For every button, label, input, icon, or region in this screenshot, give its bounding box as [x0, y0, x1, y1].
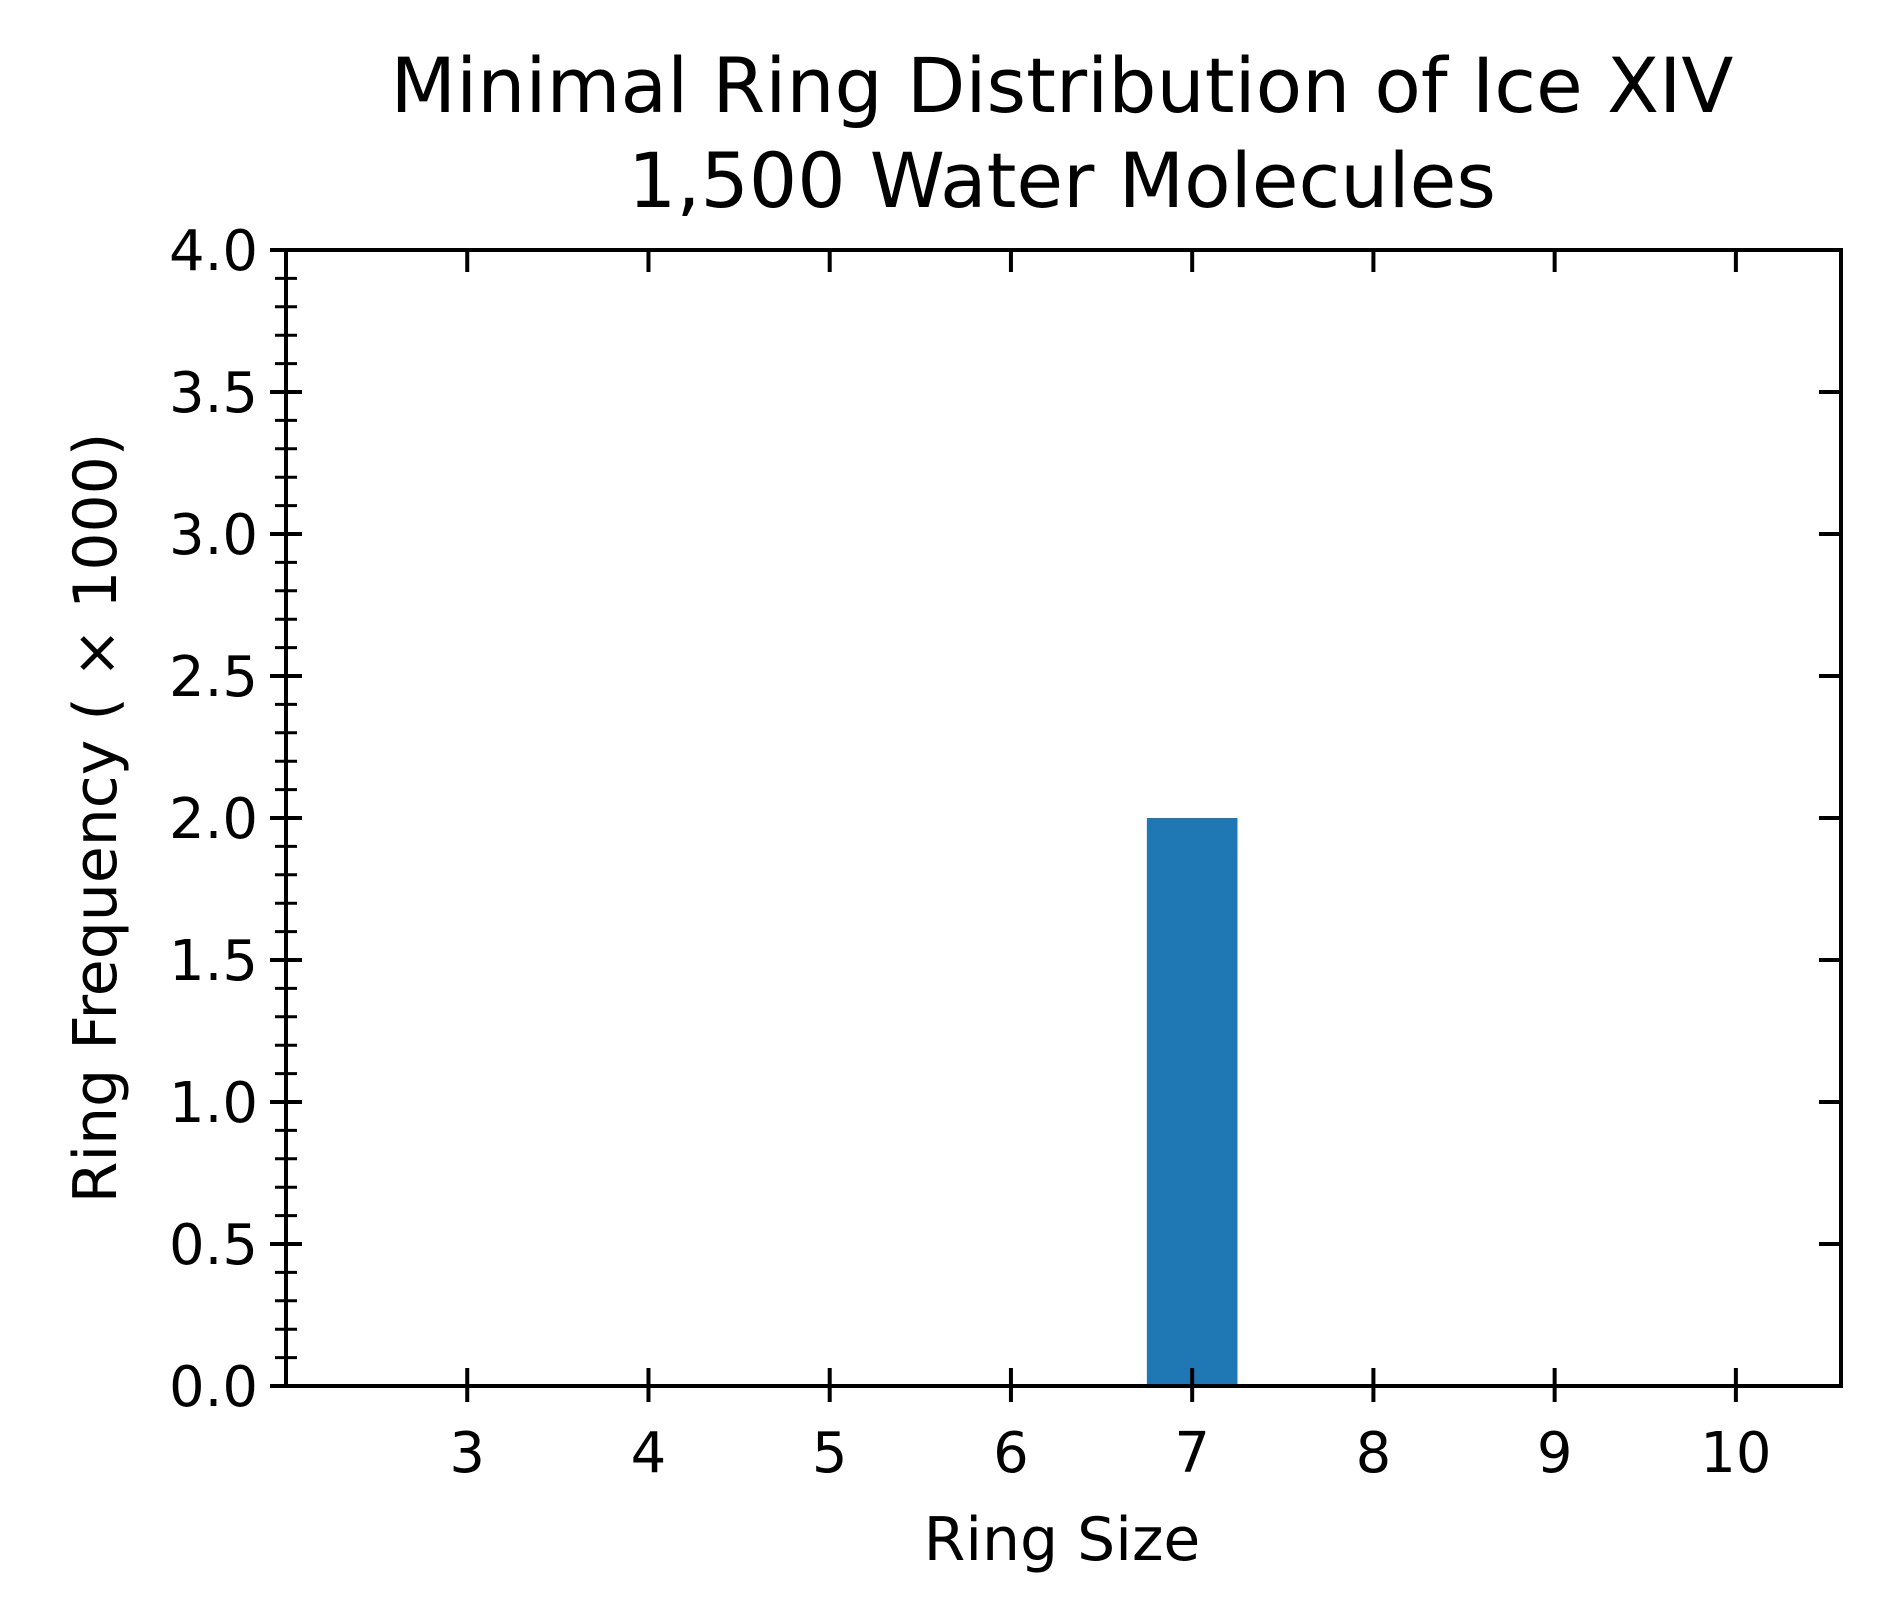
tick-labels: 0.0 0.5 1.0 1.5 2.0 2.5 3.0 3.5 4.0 3 4 5 6 7 8 9 10	[169, 219, 1772, 1486]
y-tick-label: 1.0	[169, 1071, 258, 1136]
y-tick-label: 2.5	[169, 645, 258, 710]
x-tick-label: 6	[993, 1421, 1029, 1486]
x-axis-label: Ring Size	[924, 1505, 1201, 1575]
y-tick-label: 0.0	[169, 1355, 258, 1420]
x-tick-label: 9	[1537, 1421, 1573, 1486]
chart-title-line-2: 1,500 Water Molecules	[628, 136, 1496, 225]
y-tick-label: 2.0	[169, 787, 258, 852]
x-tick-label: 8	[1356, 1421, 1392, 1486]
bar-ring-size-7	[1146, 818, 1238, 1386]
x-tick-label: 10	[1700, 1421, 1771, 1486]
x-tick-label: 5	[812, 1421, 848, 1486]
y-axis-label: Ring Frequency ( × 1000)	[61, 433, 131, 1204]
x-tick-label: 4	[631, 1421, 667, 1486]
chart-title-line-1: Minimal Ring Distribution of Ice XIV	[391, 41, 1734, 130]
y-tick-label: 0.5	[169, 1213, 258, 1278]
y-tick-label: 3.5	[169, 361, 258, 426]
x-tick-label: 7	[1174, 1421, 1210, 1486]
major-ticks	[270, 248, 1841, 1402]
y-tick-label: 4.0	[169, 219, 258, 284]
bars-group	[1146, 818, 1238, 1386]
plot-frame	[284, 248, 1843, 1388]
y-tick-label: 3.0	[169, 503, 258, 568]
x-tick-label: 3	[449, 1421, 485, 1486]
y-tick-label: 1.5	[169, 929, 258, 994]
